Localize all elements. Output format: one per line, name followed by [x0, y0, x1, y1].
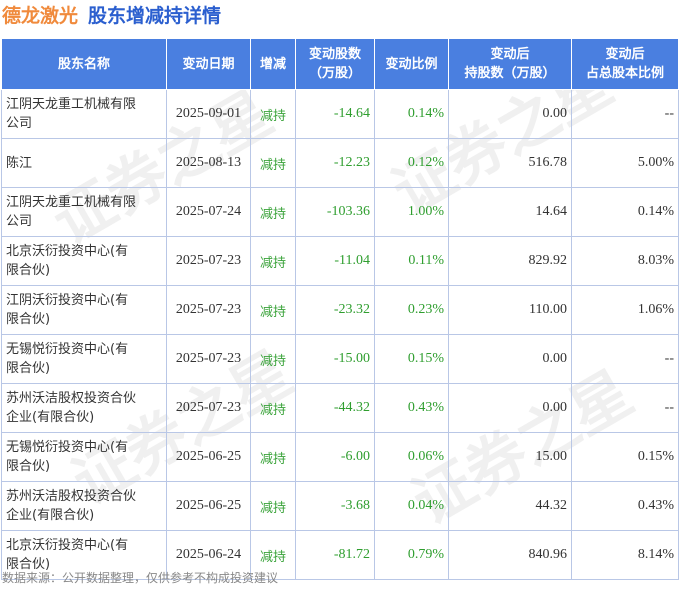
after-ratio-cell: 5.00% [571, 138, 679, 188]
shareholder-name-cell: 北京沃衍投资中心(有 限合伙) [1, 236, 167, 286]
header-change-shares: 变动股数 （万股） [295, 38, 375, 90]
change-shares-cell: -6.00 [295, 432, 375, 482]
after-shares-cell: 0.00 [448, 334, 572, 384]
after-shares-cell: 110.00 [448, 285, 572, 335]
after-shares-cell: 516.78 [448, 138, 572, 188]
company-name: 德龙激光 [2, 5, 79, 27]
change-type-cell: 减持 [250, 383, 296, 433]
change-date-cell: 2025-09-01 [166, 89, 251, 139]
after-shares-cell: 829.92 [448, 236, 572, 286]
header-after-shares: 变动后 持股数（万股） [448, 38, 572, 90]
change-shares-cell: -12.23 [295, 138, 375, 188]
change-ratio-cell: 0.12% [374, 138, 449, 188]
after-shares-cell: 0.00 [448, 383, 572, 433]
change-ratio-cell: 0.79% [374, 530, 449, 580]
change-shares-cell: -23.32 [295, 285, 375, 335]
after-ratio-cell: 8.14% [571, 530, 679, 580]
change-date-cell: 2025-07-23 [166, 285, 251, 335]
after-ratio-cell: -- [571, 89, 679, 139]
change-ratio-cell: 0.11% [374, 236, 449, 286]
shareholder-name-cell: 无锡悦衍投资中心(有 限合伙) [1, 334, 167, 384]
change-ratio-cell: 0.23% [374, 285, 449, 335]
change-date-cell: 2025-07-23 [166, 383, 251, 433]
change-shares-cell: -44.32 [295, 383, 375, 433]
change-date-cell: 2025-06-25 [166, 432, 251, 482]
after-shares-cell: 15.00 [448, 432, 572, 482]
after-ratio-cell: 0.14% [571, 187, 679, 237]
change-type-cell: 减持 [250, 89, 296, 139]
after-shares-cell: 840.96 [448, 530, 572, 580]
change-type-cell: 减持 [250, 187, 296, 237]
shareholder-name-cell: 苏州沃洁股权投资合伙 企业(有限合伙) [1, 383, 167, 433]
change-type-cell: 减持 [250, 530, 296, 580]
after-ratio-cell: -- [571, 334, 679, 384]
change-shares-cell: -103.36 [295, 187, 375, 237]
shareholder-name-cell: 江阴天龙重工机械有限 公司 [1, 187, 167, 237]
change-type-cell: 减持 [250, 432, 296, 482]
change-ratio-cell: 0.43% [374, 383, 449, 433]
shareholder-name-cell: 无锡悦衍投资中心(有 限合伙) [1, 432, 167, 482]
header-after-ratio: 变动后 占总股本比例 [571, 38, 679, 90]
shareholder-name-cell: 陈江 [1, 138, 167, 188]
shareholder-name-cell: 江阴天龙重工机械有限 公司 [1, 89, 167, 139]
after-ratio-cell: -- [571, 383, 679, 433]
change-shares-cell: -15.00 [295, 334, 375, 384]
change-ratio-cell: 0.14% [374, 89, 449, 139]
change-ratio-cell: 0.06% [374, 432, 449, 482]
header-name: 股东名称 [1, 38, 167, 90]
table-row: 北京沃衍投资中心(有 限合伙) 2025-06-24 减持 -81.72 0.79% 840… [1, 530, 679, 580]
change-shares-cell: -81.72 [295, 530, 375, 580]
change-shares-cell: -14.64 [295, 89, 375, 139]
after-shares-cell: 44.32 [448, 481, 572, 531]
data-source-note: 数据来源：公开数据整理，仅供参考不构成投资建议 [2, 571, 279, 585]
table-header-row: 股东名称 变动日期 增减 变动股数 （万股） 变动比例 变动后 持股数（万股） 变动… [1, 38, 679, 90]
after-ratio-cell: 1.06% [571, 285, 679, 335]
title-topic: 股东增减持详情 [88, 5, 222, 27]
change-type-cell: 减持 [250, 236, 296, 286]
header-change-ratio: 变动比例 [374, 38, 449, 90]
table-row: 江阴沃衍投资中心(有 限合伙) 2025-07-23 减持 -23.32 0.23% 110… [1, 285, 679, 335]
table-row: 陈江 2025-08-13 减持 -12.23 0.12% 516.78 5.00% [1, 138, 679, 188]
table-row: 苏州沃洁股权投资合伙 企业(有限合伙) 2025-07-23 减持 -44.32 0.43… [1, 383, 679, 433]
table-row: 苏州沃洁股权投资合伙 企业(有限合伙) 2025-06-25 减持 -3.68 0.04%… [1, 481, 679, 531]
change-type-cell: 减持 [250, 285, 296, 335]
page-title: 德龙激光 股东增减持详情 [2, 2, 221, 30]
header-date: 变动日期 [166, 38, 251, 90]
shareholder-name-cell: 江阴沃衍投资中心(有 限合伙) [1, 285, 167, 335]
change-ratio-cell: 0.04% [374, 481, 449, 531]
change-type-cell: 减持 [250, 138, 296, 188]
table-row: 无锡悦衍投资中心(有 限合伙) 2025-07-23 减持 -15.00 0.15% 0.0… [1, 334, 679, 384]
change-date-cell: 2025-07-23 [166, 334, 251, 384]
change-date-cell: 2025-07-24 [166, 187, 251, 237]
change-ratio-cell: 0.15% [374, 334, 449, 384]
header-type: 增减 [250, 38, 296, 90]
change-type-cell: 减持 [250, 334, 296, 384]
change-date-cell: 2025-06-24 [166, 530, 251, 580]
table-row: 北京沃衍投资中心(有 限合伙) 2025-07-23 减持 -11.04 0.11% 829… [1, 236, 679, 286]
table-row: 江阴天龙重工机械有限 公司 2025-07-24 减持 -103.36 1.00% 14.6… [1, 187, 679, 237]
after-shares-cell: 0.00 [448, 89, 572, 139]
change-shares-cell: -11.04 [295, 236, 375, 286]
table-row: 无锡悦衍投资中心(有 限合伙) 2025-06-25 减持 -6.00 0.06% 15.0… [1, 432, 679, 482]
change-ratio-cell: 1.00% [374, 187, 449, 237]
change-type-cell: 减持 [250, 481, 296, 531]
change-shares-cell: -3.68 [295, 481, 375, 531]
change-date-cell: 2025-07-23 [166, 236, 251, 286]
after-shares-cell: 14.64 [448, 187, 572, 237]
after-ratio-cell: 0.15% [571, 432, 679, 482]
shareholder-name-cell: 北京沃衍投资中心(有 限合伙) [1, 530, 167, 580]
change-date-cell: 2025-06-25 [166, 481, 251, 531]
after-ratio-cell: 8.03% [571, 236, 679, 286]
change-date-cell: 2025-08-13 [166, 138, 251, 188]
after-ratio-cell: 0.43% [571, 481, 679, 531]
table-row: 江阴天龙重工机械有限 公司 2025-09-01 减持 -14.64 0.14% 0.00-… [1, 89, 679, 139]
shareholder-name-cell: 苏州沃洁股权投资合伙 企业(有限合伙) [1, 481, 167, 531]
shareholder-change-table: 股东名称 变动日期 增减 变动股数 （万股） 变动比例 变动后 持股数（万股） 变动… [1, 38, 679, 580]
